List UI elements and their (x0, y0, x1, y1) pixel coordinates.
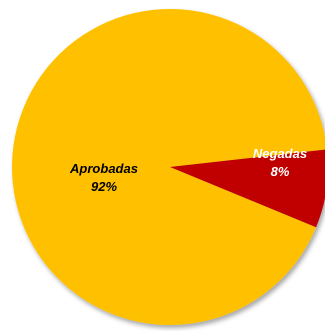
slice-negadas (170, 149, 325, 228)
slice-aprobadas (12, 9, 325, 325)
label-aprobadas-name: Aprobadas (69, 161, 138, 176)
label-negadas-value: 8% (271, 164, 290, 179)
label-negadas: Negadas 8% (253, 146, 307, 179)
label-negadas-name: Negadas (253, 146, 307, 161)
label-aprobadas-value: 92% (91, 179, 117, 194)
pie-labels: Aprobadas 92% Negadas 8% (69, 146, 307, 194)
label-aprobadas: Aprobadas 92% (69, 161, 138, 194)
pie-slices (12, 9, 325, 325)
